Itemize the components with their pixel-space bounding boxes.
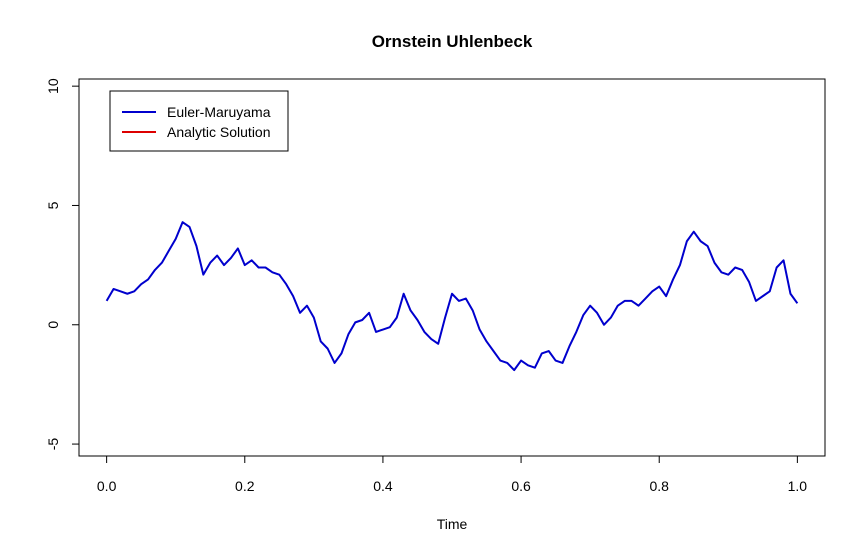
y-tick-label: -5 [45,438,61,451]
y-tick-label: 5 [45,201,61,209]
y-tick-label: 0 [45,321,61,329]
x-tick-label: 0.2 [235,478,255,494]
y-axis: -5 0 5 10 [45,78,80,451]
x-tick-label: 1.0 [788,478,808,494]
legend-label-euler-maruyama: Euler-Maruyama [167,104,271,120]
y-tick-label: 10 [45,78,61,94]
x-tick-label: 0.6 [511,478,531,494]
x-tick-label: 0.4 [373,478,393,494]
legend: Euler-Maruyama Analytic Solution [109,90,289,152]
series-line-euler-maruyama [105,221,799,372]
legend-label-analytic-solution: Analytic Solution [167,124,271,140]
x-axis: 0.0 0.2 0.4 0.6 0.8 1.0 [97,455,808,494]
legend-box [109,90,289,152]
series-layer [105,221,799,372]
x-tick-label: 0.0 [97,478,117,494]
x-axis-label: Time [437,516,468,532]
chart-title: Ornstein Uhlenbeck [372,32,533,51]
x-tick-label: 0.8 [649,478,669,494]
